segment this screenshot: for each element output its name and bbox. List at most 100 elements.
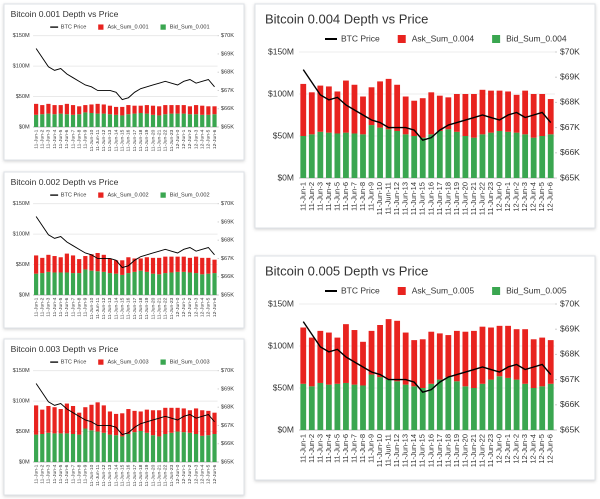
bar-segment	[157, 106, 162, 116]
legend-label: BTC Price	[341, 33, 380, 43]
bar-segment	[479, 89, 486, 135]
bar-segment	[360, 385, 366, 430]
x-tick-label: 11-Jun-19	[452, 182, 461, 215]
bar-segment	[107, 258, 113, 274]
bar-segment	[193, 433, 199, 462]
bar-segment	[547, 383, 554, 430]
x-tick-label: 11-Jun-23	[169, 464, 175, 486]
y2-tick-label: $70K	[221, 368, 234, 374]
bar-segment	[181, 408, 186, 433]
x-tick-label: 11-Jun-11	[95, 297, 101, 319]
bar-segment	[83, 407, 88, 429]
price-line	[35, 383, 215, 436]
x-tick-label: 11-Jun-9	[367, 434, 376, 463]
chart-title: Bitcoin 0.004 Depth vs Price	[265, 11, 428, 26]
bar-segment	[58, 105, 63, 114]
bar-segment	[539, 136, 546, 178]
bar-segment	[428, 383, 435, 430]
bar-segment	[308, 134, 315, 178]
bar-segment	[206, 273, 211, 295]
bar-segment	[351, 384, 358, 430]
bar-segment	[46, 271, 51, 295]
x-tick-label: 11-Jun-8	[76, 464, 82, 483]
bar-segment	[513, 379, 520, 430]
x-tick-label: 11-Jun-5	[332, 182, 341, 211]
legend-swatch	[98, 24, 104, 30]
x-tick-label: 11-Jun-7	[70, 464, 76, 483]
bar-segment	[462, 386, 469, 430]
bar-segment	[402, 134, 409, 178]
bar-segment	[308, 92, 315, 135]
y-tick-label: $50M	[16, 429, 30, 435]
x-tick-label: 11-Jun-13	[107, 129, 113, 151]
chart-panel: Bitcoin 0.003 Depth vs Price BTC Price Ask…	[3, 338, 245, 496]
bar-segment	[46, 113, 51, 127]
bar-segment	[83, 105, 88, 113]
bar-segment	[419, 388, 426, 430]
bar-segment	[138, 105, 143, 113]
bar-segment	[343, 132, 349, 178]
x-tick-label: 11-Jun-6	[64, 297, 70, 316]
bar-segment	[200, 257, 205, 275]
bar-segment	[436, 379, 443, 430]
x-tick-label: 12-Jun-4	[200, 464, 206, 484]
y2-tick-label: $68K	[221, 70, 234, 76]
y2-tick-label: $68K	[221, 405, 234, 411]
chart-title: Bitcoin 0.003 Depth vs Price	[11, 344, 119, 354]
x-tick-label: 11-Jun-16	[126, 129, 132, 151]
bar-segment	[334, 383, 341, 430]
bar-segment	[530, 388, 537, 430]
bar-segment	[77, 273, 82, 295]
x-tick-label: 11-Jun-16	[126, 464, 132, 486]
bar-segment	[200, 274, 205, 295]
y-tick-label: $0M	[277, 172, 294, 182]
bar-segment	[513, 132, 520, 178]
bar-segment	[126, 433, 131, 462]
bar-segment	[83, 269, 88, 295]
y2-tick-label: $69K	[221, 51, 234, 57]
bar-segment	[522, 134, 529, 178]
x-tick-label: 12-Jun-5	[206, 129, 212, 149]
bar-segment	[157, 257, 162, 275]
legend-label: Bid_Sum_0.005	[506, 285, 567, 295]
bar-segment	[377, 377, 383, 430]
x-tick-label: 12-Jun-6	[212, 464, 218, 484]
bar-segment	[419, 137, 426, 178]
x-tick-label: 12-Jun-5	[206, 464, 212, 484]
y2-tick-label: $69K	[560, 323, 580, 333]
x-tick-label: 11-Jun-18	[138, 129, 144, 151]
x-tick-label: 11-Jun-3	[315, 182, 324, 211]
x-tick-label: 11-Jun-17	[132, 129, 138, 151]
x-tick-label: 11-Jun-7	[349, 434, 358, 463]
bar-segment	[343, 382, 349, 430]
bar-segment	[428, 331, 435, 384]
bar-segment	[385, 379, 392, 430]
legend-label: Bid_Sum_0.002	[170, 193, 210, 199]
bar-segment	[144, 105, 149, 114]
bar-segment	[150, 114, 156, 127]
bar-segment	[181, 256, 186, 272]
x-tick-label: 12-Jun-4	[529, 182, 538, 212]
x-tick-label: 11-Jun-22	[163, 129, 169, 151]
legend-swatch	[98, 192, 104, 198]
bar-segment	[385, 129, 392, 178]
x-tick-label: 11-Jun-22	[163, 297, 169, 319]
bar-segment	[114, 260, 119, 274]
bar-segment	[58, 272, 63, 295]
x-tick-label: 11-Jun-22	[163, 464, 169, 486]
bar-segment	[411, 386, 418, 430]
bar-segment	[150, 105, 156, 115]
bar-segment	[317, 382, 324, 430]
bar-segment	[52, 256, 57, 273]
x-tick-label: 12-Jun-0	[495, 182, 504, 212]
bar-segment	[428, 134, 435, 178]
bar-segment	[212, 114, 217, 127]
bar-segment	[101, 113, 106, 127]
bar-segment	[419, 98, 426, 138]
bar-segment	[206, 106, 211, 115]
bar-segment	[200, 410, 205, 436]
bar-segment	[300, 327, 307, 384]
bar-segment	[300, 383, 307, 430]
legend-label: BTC Price	[61, 25, 87, 31]
